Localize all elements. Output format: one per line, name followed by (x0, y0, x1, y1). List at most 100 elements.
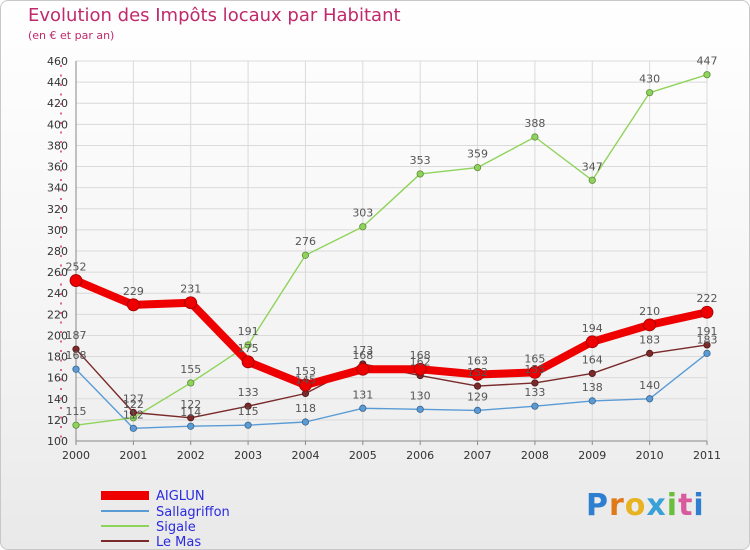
data-label: 191 (697, 325, 718, 338)
data-label: 191 (238, 325, 259, 338)
y-tick-label: 460 (47, 55, 68, 68)
data-point (646, 349, 654, 357)
data-point (129, 408, 137, 417)
data-label: 229 (123, 285, 144, 298)
y-tick-label: 240 (47, 287, 68, 300)
y-tick-label: 160 (47, 372, 68, 385)
data-point (588, 369, 596, 378)
y-tick-label: 280 (47, 245, 68, 258)
data-point (703, 71, 711, 79)
series-line-sallagriffon (75, 352, 708, 430)
data-label: 175 (238, 342, 259, 355)
data-point (187, 379, 195, 387)
y-tick-label: 440 (47, 76, 68, 89)
data-label: 183 (697, 333, 718, 346)
data-label: 114 (180, 406, 201, 419)
legend-label: Sigale (156, 520, 196, 535)
data-label: 130 (410, 389, 431, 402)
data-point (646, 395, 654, 403)
y-tick-label: 140 (47, 393, 68, 406)
data-label: 153 (295, 365, 316, 378)
data-label: 187 (66, 329, 87, 342)
y-tick-label: 200 (47, 329, 68, 342)
data-label: 133 (524, 386, 545, 399)
y-tick-label: 100 (47, 435, 68, 448)
data-point (241, 355, 255, 369)
y-tick-label: 120 (47, 414, 68, 427)
logo-letter: t (678, 488, 694, 523)
data-label: 222 (697, 292, 718, 305)
chart-title: Evolution des Impôts locaux par Habitant (28, 5, 401, 26)
legend-label: Le Mas (156, 535, 201, 550)
data-point (528, 365, 542, 379)
x-tick-label: 2006 (406, 449, 434, 462)
data-label: 155 (180, 363, 201, 376)
data-point (473, 406, 482, 414)
proxiti-logo: Proxiti (586, 488, 705, 523)
data-point (69, 274, 83, 287)
data-label: 276 (295, 235, 316, 248)
data-label: 430 (639, 73, 660, 86)
y-tick-label: 340 (47, 182, 68, 195)
y-tick-label: 320 (47, 203, 68, 216)
data-label: 162 (410, 356, 431, 369)
data-label: 388 (524, 117, 545, 130)
y-tick-label: 260 (47, 266, 68, 279)
data-label: 252 (66, 261, 87, 274)
x-tick-label: 2003 (234, 449, 262, 462)
data-label: 122 (123, 398, 144, 411)
y-tick-label: 420 (47, 97, 68, 110)
data-label: 118 (295, 402, 316, 415)
series-lines (69, 71, 714, 432)
data-point (588, 176, 596, 184)
series-line-le-mas (75, 344, 708, 419)
data-label: 303 (352, 207, 373, 220)
x-tick-label: 2004 (291, 449, 319, 462)
x-tick-label: 2008 (521, 449, 549, 462)
logo-letter: o (624, 488, 647, 523)
x-tick-label: 2002 (177, 449, 205, 462)
data-point (703, 349, 711, 357)
legend-label: Sallagriffon (156, 505, 230, 520)
data-point (703, 341, 711, 349)
data-point (471, 368, 484, 381)
series-line-aiglun (72, 276, 711, 390)
data-label: 163 (467, 355, 488, 368)
data-point (187, 422, 195, 430)
data-label: 231 (180, 283, 201, 296)
data-label: 112 (123, 408, 144, 421)
data-label: 359 (467, 148, 488, 161)
data-point (473, 164, 482, 172)
data-point (187, 414, 195, 422)
data-point (416, 405, 424, 413)
y-tick-label: 380 (47, 139, 68, 152)
data-label: 168 (352, 349, 373, 362)
grid (75, 60, 708, 442)
data-label: 145 (295, 374, 316, 387)
data-point (244, 421, 252, 429)
data-label: 155 (524, 363, 545, 376)
x-tick-label: 2011 (693, 449, 721, 462)
data-label: 140 (639, 379, 660, 392)
data-point (72, 421, 80, 429)
data-label: 168 (66, 349, 87, 362)
x-tick-label: 2009 (578, 449, 606, 462)
x-tick-label: 2001 (119, 449, 147, 462)
data-label: 347 (582, 160, 603, 173)
y-tick-label: 400 (47, 118, 68, 131)
data-point (643, 318, 657, 332)
legend-swatch (101, 491, 149, 500)
data-point (585, 335, 599, 349)
axes: 100 120 140 160 180 200 220 240 260 280 300 320 340 3… (47, 55, 721, 462)
data-point (646, 89, 654, 97)
data-label: 115 (238, 405, 259, 418)
series-line-sigale (75, 74, 708, 426)
data-label: 131 (352, 388, 373, 401)
data-label: 164 (582, 353, 603, 366)
data-point (531, 133, 539, 141)
data-point (126, 298, 140, 312)
x-tick-label: 2010 (636, 449, 664, 462)
